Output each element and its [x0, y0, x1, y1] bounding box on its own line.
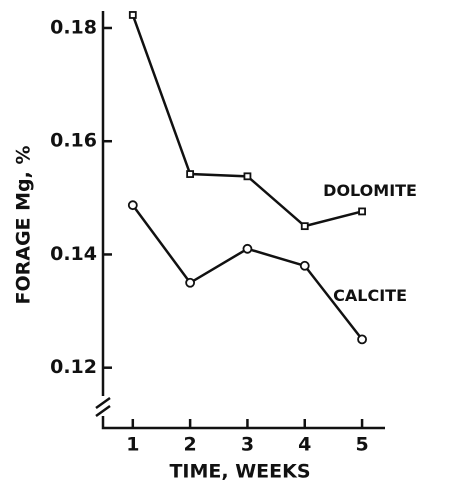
series-label: DOLOMITE	[323, 181, 417, 200]
point-marker	[358, 207, 366, 216]
y-axis-label: FORAGE Mg, %	[13, 145, 35, 304]
point-marker	[128, 11, 137, 19]
axis-frame	[95, 11, 385, 430]
x-axis-label: TIME, WEEKS	[169, 461, 310, 483]
point-marker	[299, 260, 310, 271]
series-label: CALCITE	[333, 286, 407, 305]
y-tick-label: 0.16	[50, 130, 97, 152]
point-marker	[243, 172, 252, 181]
x-tick-label: 4	[298, 434, 311, 456]
series-line	[131, 204, 364, 341]
point-marker	[357, 334, 367, 345]
point-marker	[127, 200, 138, 211]
y-tick-label: 0.18	[50, 16, 97, 38]
y-tick-label: 0.14	[50, 243, 97, 265]
point-marker	[185, 277, 196, 288]
point-marker	[186, 170, 195, 178]
point-marker	[242, 243, 253, 254]
point-marker	[300, 222, 309, 231]
y-tick-label: 0.12	[50, 356, 97, 378]
x-tick-label: 1	[126, 434, 139, 456]
x-tick-label: 5	[355, 434, 368, 456]
x-tick-label: 3	[241, 434, 254, 456]
x-tick-label: 2	[184, 434, 197, 456]
